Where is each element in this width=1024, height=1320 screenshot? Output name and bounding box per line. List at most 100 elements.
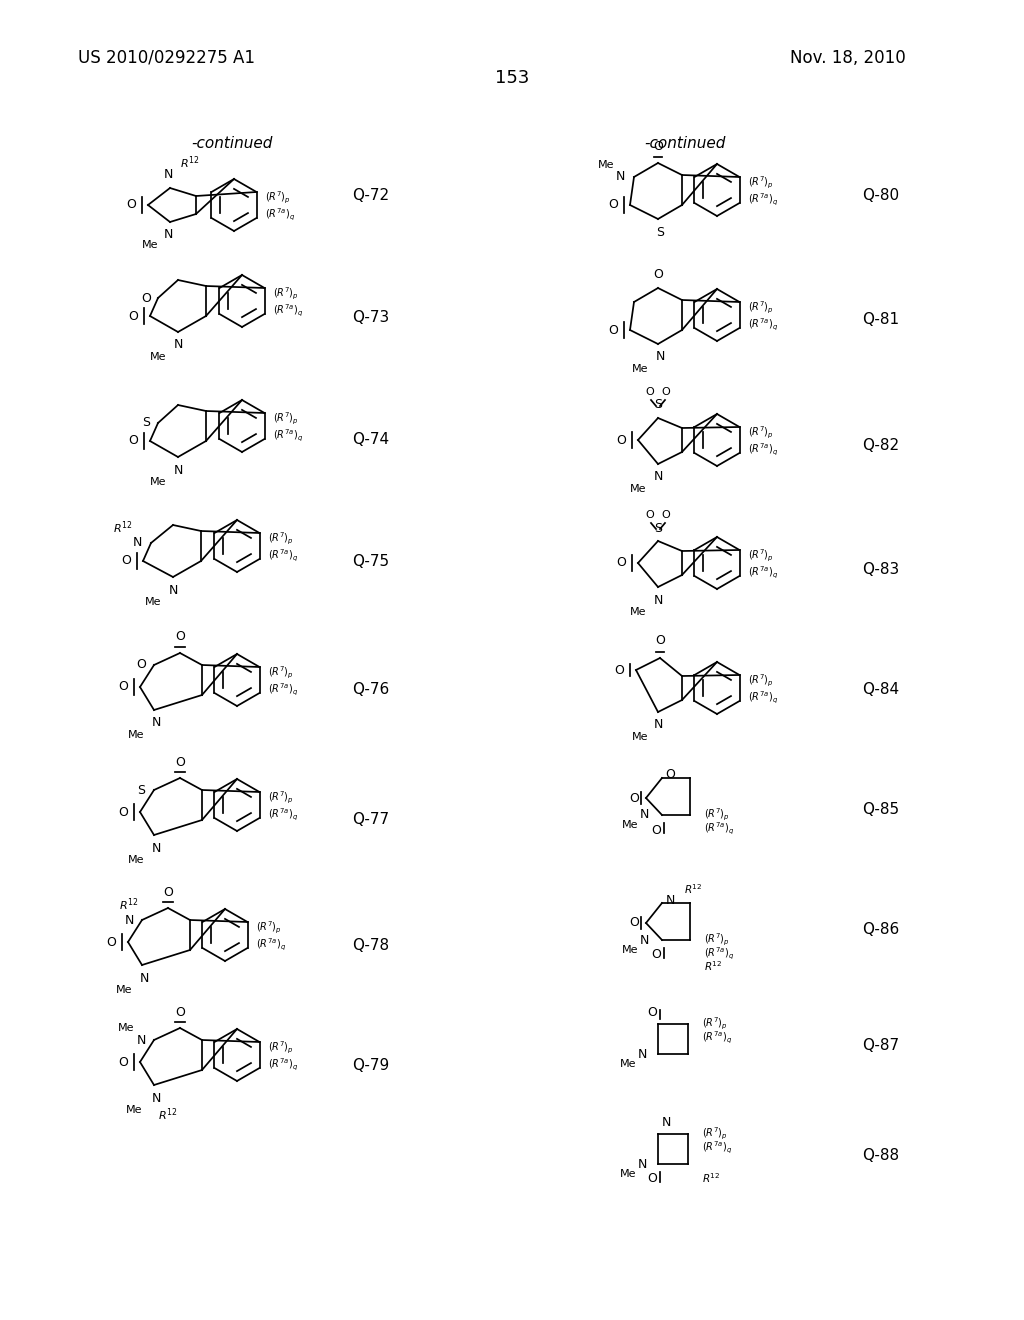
Text: Me: Me: [128, 730, 144, 741]
Text: $R^{12}$: $R^{12}$: [158, 1106, 177, 1123]
Text: $R^{12}$: $R^{12}$: [702, 1171, 721, 1185]
Text: $(R^7)_p$: $(R^7)_p$: [748, 300, 774, 315]
Text: $(R^{7a})_q$: $(R^{7a})_q$: [705, 946, 734, 962]
Text: N: N: [152, 717, 161, 730]
Text: $(R^7)_p$: $(R^7)_p$: [705, 932, 730, 948]
Text: N: N: [653, 470, 663, 483]
Text: N: N: [124, 913, 134, 927]
Text: S: S: [654, 399, 662, 412]
Text: N: N: [615, 170, 625, 183]
Text: Me: Me: [632, 364, 648, 374]
Text: $(R^7)_p$: $(R^7)_p$: [268, 789, 294, 807]
Text: $(R^{7a})_q$: $(R^{7a})_q$: [748, 565, 778, 581]
Text: O: O: [662, 510, 671, 520]
Text: O: O: [647, 1006, 657, 1019]
Text: N: N: [662, 1115, 671, 1129]
Text: O: O: [118, 1056, 128, 1068]
Text: O: O: [616, 557, 626, 569]
Text: Q-85: Q-85: [862, 803, 899, 817]
Text: O: O: [651, 824, 660, 837]
Text: $(R^{7a})_q$: $(R^{7a})_q$: [268, 682, 298, 698]
Text: O: O: [608, 323, 617, 337]
Text: $(R^7)_p$: $(R^7)_p$: [265, 190, 291, 206]
Text: Q-74: Q-74: [352, 433, 389, 447]
Text: N: N: [132, 536, 141, 549]
Text: O: O: [136, 659, 146, 672]
Text: N: N: [655, 351, 665, 363]
Text: O: O: [608, 198, 617, 211]
Text: N: N: [173, 463, 182, 477]
Text: $R^{12}$: $R^{12}$: [705, 960, 723, 973]
Text: Nov. 18, 2010: Nov. 18, 2010: [790, 49, 906, 67]
Text: $(R^7)_p$: $(R^7)_p$: [748, 176, 774, 191]
Text: $(R^{7a})_q$: $(R^{7a})_q$: [256, 937, 286, 953]
Text: Me: Me: [150, 352, 166, 362]
Text: Q-81: Q-81: [862, 313, 899, 327]
Text: N: N: [152, 1092, 161, 1105]
Text: O: O: [653, 268, 663, 281]
Text: O: O: [645, 510, 654, 520]
Text: $(R^{7a})_q$: $(R^{7a})_q$: [268, 807, 298, 824]
Text: O: O: [106, 936, 116, 949]
Text: Q-75: Q-75: [352, 554, 389, 569]
Text: $(R^7)_p$: $(R^7)_p$: [268, 531, 294, 546]
Text: N: N: [653, 718, 663, 731]
Text: Q-77: Q-77: [352, 813, 389, 828]
Text: O: O: [653, 140, 663, 153]
Text: $(R^{7a})_q$: $(R^{7a})_q$: [268, 548, 298, 564]
Text: $(R^7)_p$: $(R^7)_p$: [273, 411, 299, 428]
Text: N: N: [168, 583, 178, 597]
Text: S: S: [142, 417, 150, 429]
Text: $(R^{7a})_q$: $(R^{7a})_q$: [748, 191, 778, 209]
Text: Me: Me: [622, 820, 638, 830]
Text: Q-86: Q-86: [862, 923, 899, 937]
Text: O: O: [118, 681, 128, 693]
Text: N: N: [637, 1158, 647, 1171]
Text: $(R^7)_p$: $(R^7)_p$: [268, 665, 294, 681]
Text: Me: Me: [630, 607, 646, 616]
Text: -continued: -continued: [191, 136, 272, 150]
Text: O: O: [665, 768, 675, 781]
Text: N: N: [136, 1034, 145, 1047]
Text: Q-83: Q-83: [862, 562, 899, 578]
Text: $(R^{7a})_q$: $(R^{7a})_q$: [748, 442, 778, 458]
Text: $(R^7)_p$: $(R^7)_p$: [705, 807, 730, 824]
Text: $(R^{7a})_q$: $(R^{7a})_q$: [268, 1057, 298, 1073]
Text: Me: Me: [622, 945, 638, 954]
Text: $(R^7)_p$: $(R^7)_p$: [273, 286, 299, 302]
Text: Me: Me: [128, 855, 144, 865]
Text: O: O: [128, 434, 138, 447]
Text: $(R^{7a})_q$: $(R^{7a})_q$: [702, 1030, 732, 1045]
Text: Q-80: Q-80: [862, 187, 899, 202]
Text: Me: Me: [632, 733, 648, 742]
Text: $(R^7)_p$: $(R^7)_p$: [748, 425, 774, 441]
Text: $(R^7)_p$: $(R^7)_p$: [748, 548, 774, 564]
Text: S: S: [654, 521, 662, 535]
Text: Me: Me: [620, 1059, 636, 1069]
Text: O: O: [614, 664, 624, 676]
Text: O: O: [128, 309, 138, 322]
Text: $(R^{7a})_q$: $(R^{7a})_q$: [702, 1140, 732, 1156]
Text: $(R^7)_p$: $(R^7)_p$: [702, 1016, 728, 1032]
Text: $R^{12}$: $R^{12}$: [114, 520, 133, 536]
Text: Q-82: Q-82: [862, 437, 899, 453]
Text: N: N: [163, 169, 173, 181]
Text: -continued: -continued: [644, 136, 726, 150]
Text: Q-87: Q-87: [862, 1038, 899, 1052]
Text: O: O: [175, 1006, 185, 1019]
Text: N: N: [163, 227, 173, 240]
Text: O: O: [662, 387, 671, 397]
Text: Me: Me: [118, 1023, 134, 1034]
Text: $(R^{7a})_q$: $(R^{7a})_q$: [273, 428, 303, 444]
Text: Q-78: Q-78: [352, 937, 389, 953]
Text: O: O: [175, 631, 185, 644]
Text: Me: Me: [116, 985, 132, 995]
Text: O: O: [655, 635, 665, 648]
Text: O: O: [645, 387, 654, 397]
Text: $(R^{7a})_q$: $(R^{7a})_q$: [705, 821, 734, 837]
Text: N: N: [152, 842, 161, 854]
Text: Me: Me: [126, 1105, 142, 1115]
Text: O: O: [629, 792, 639, 804]
Text: $(R^7)_p$: $(R^7)_p$: [256, 920, 282, 936]
Text: O: O: [647, 1172, 657, 1185]
